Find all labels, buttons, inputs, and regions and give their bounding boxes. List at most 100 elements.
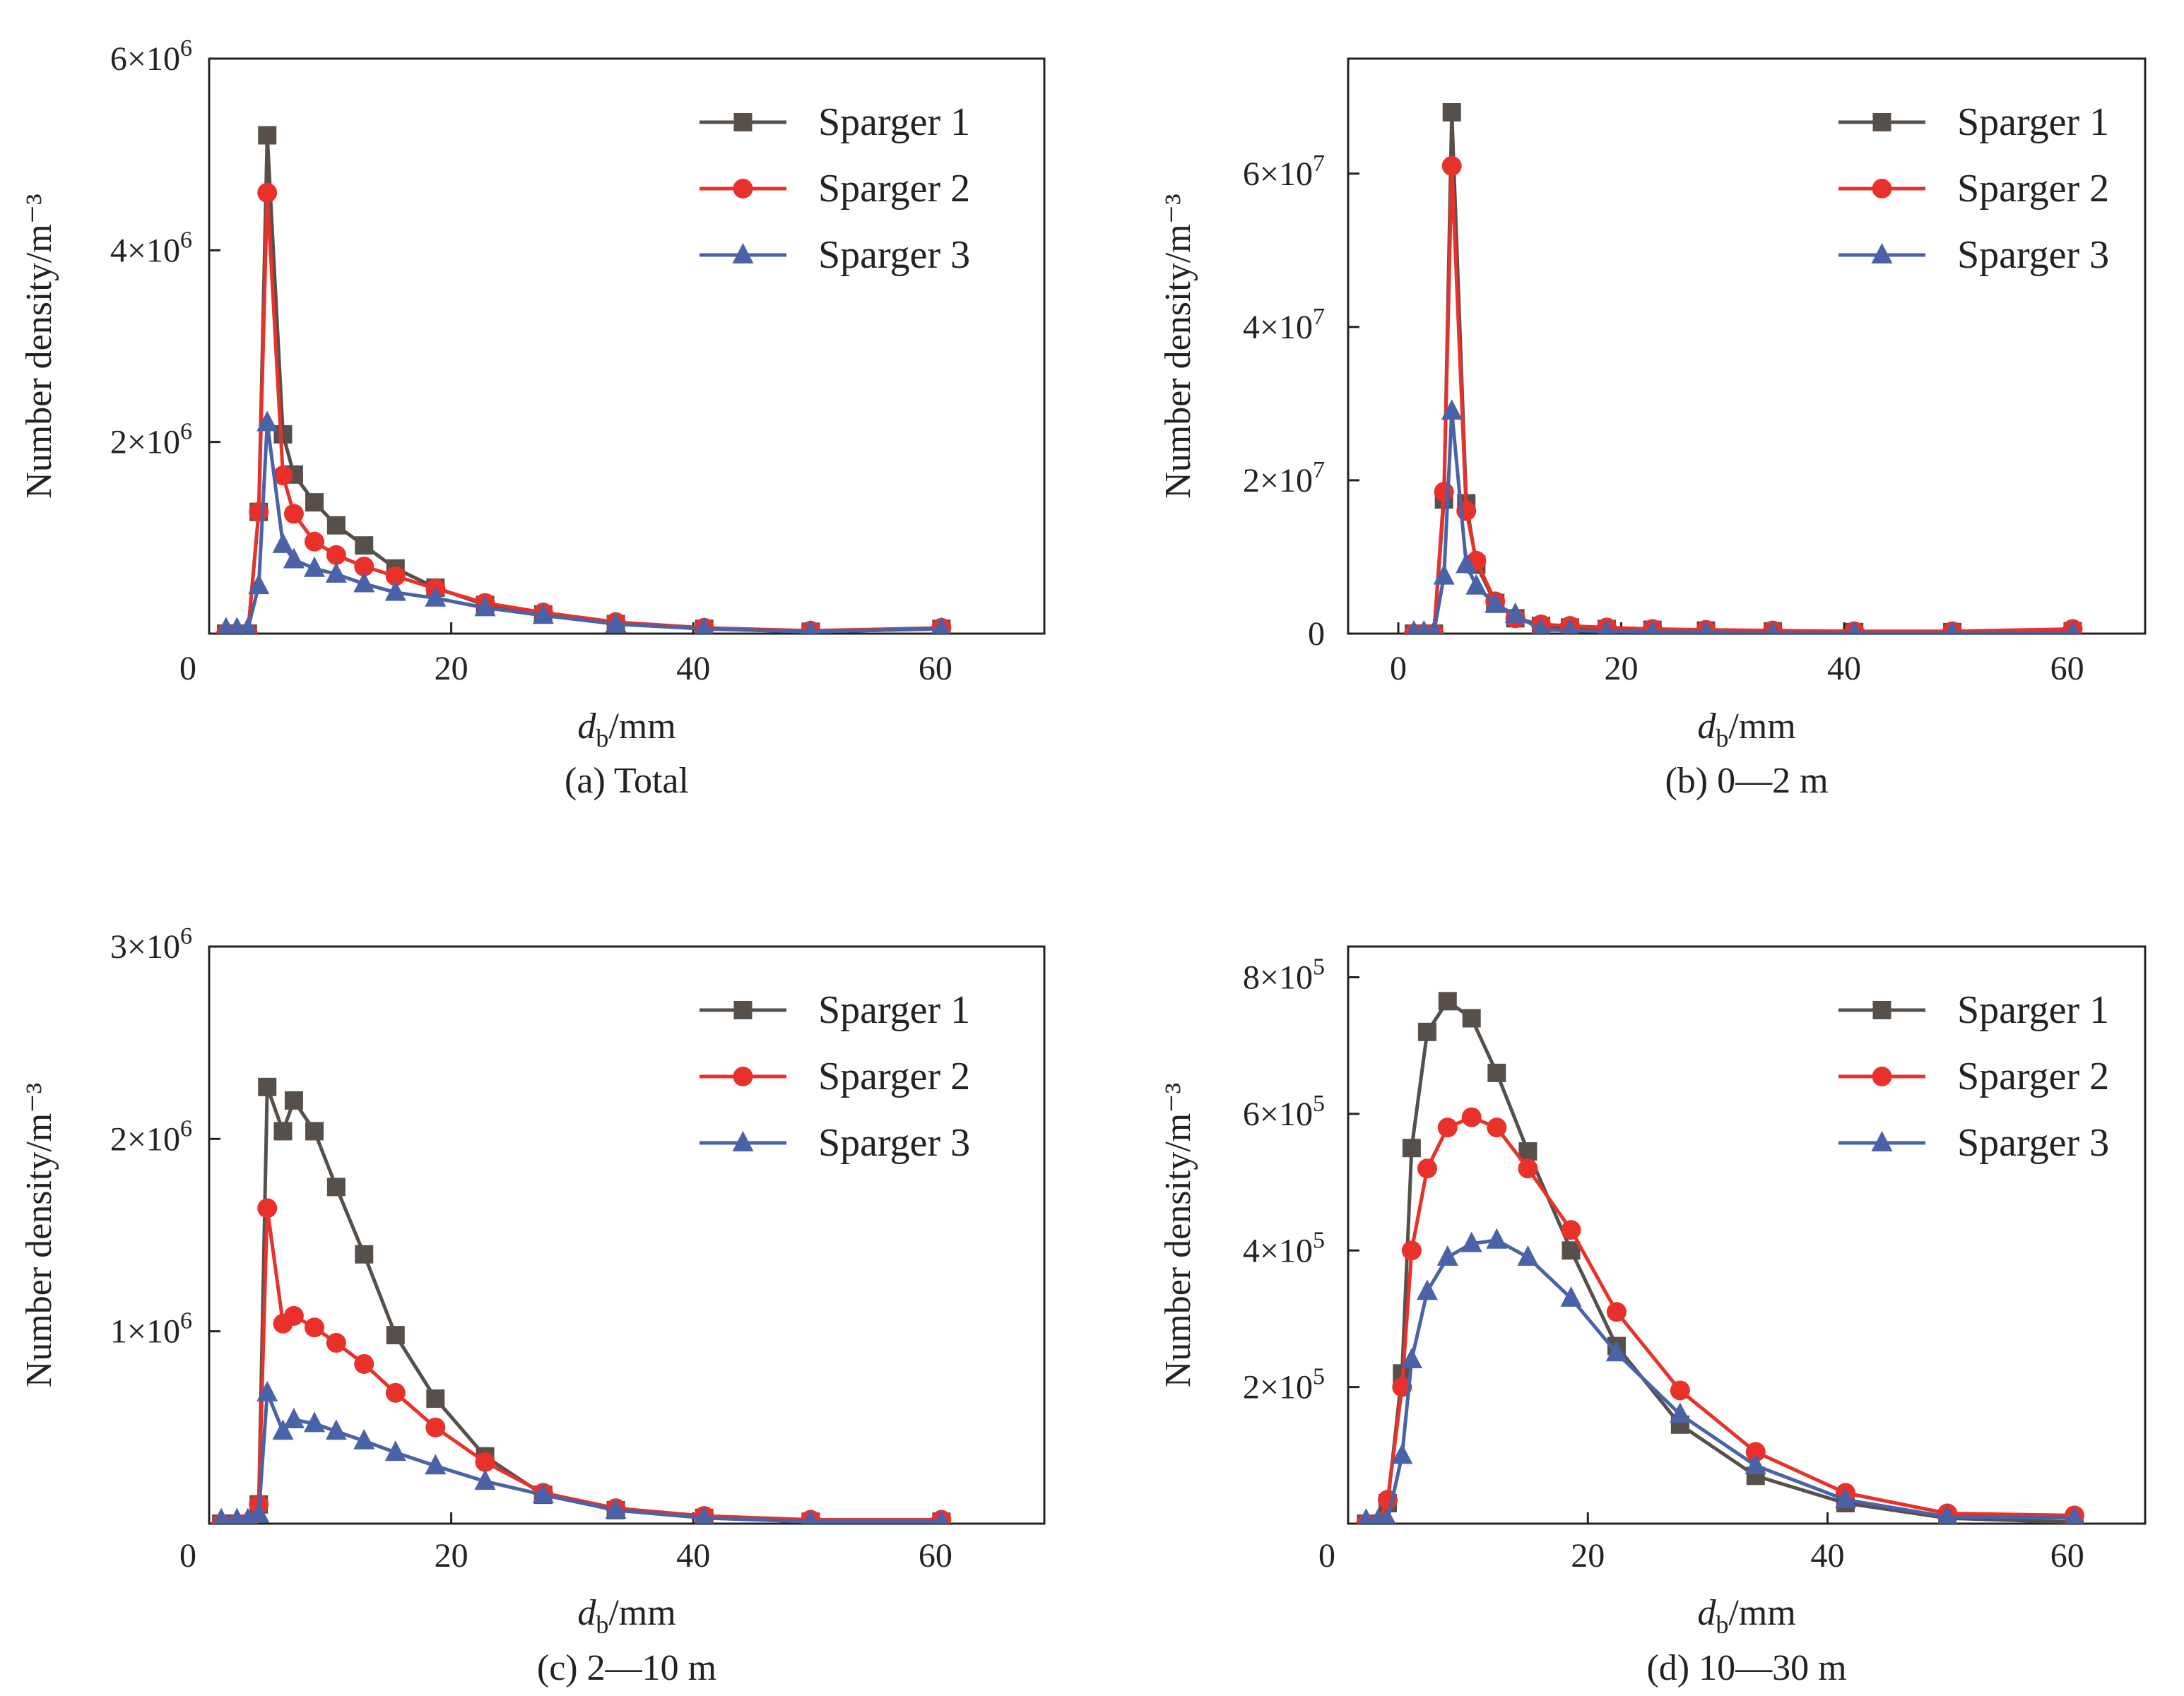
- series-sparger-3: [1407, 399, 2079, 634]
- legend-entry: Sparger 3: [700, 233, 970, 277]
- data-point-square: [273, 425, 293, 444]
- data-point-circle: [1461, 1107, 1482, 1127]
- x-tick-label: 0: [179, 650, 196, 687]
- legend-label: Sparger 1: [1957, 100, 2109, 144]
- data-point-square: [426, 1389, 445, 1408]
- y-tick-exponent: 6: [180, 1308, 192, 1334]
- legend-entry: Sparger 2: [700, 1055, 970, 1098]
- data-point-circle: [1561, 1220, 1581, 1240]
- data-point-triangle: [1517, 1245, 1539, 1266]
- data-point-triangle: [248, 1502, 270, 1523]
- data-point-triangle: [256, 1380, 278, 1401]
- data-point-triangle: [272, 1419, 294, 1440]
- y-tick-label: 2×105: [1243, 1364, 1325, 1406]
- x-label-unit: /mm: [1728, 1593, 1795, 1633]
- data-point-triangle: [384, 580, 406, 601]
- x-axis-label: db/mm: [577, 706, 675, 752]
- legend-entry: Sparger 1: [700, 100, 970, 144]
- data-point-square: [305, 493, 324, 512]
- data-point-square: [1442, 102, 1461, 121]
- data-point-triangle: [695, 617, 713, 634]
- data-point-circle: [283, 1305, 304, 1326]
- legend-entry: Sparger 2: [1838, 167, 2109, 210]
- y-tick-label: 8×105: [1243, 954, 1325, 997]
- x-tick-label: 20: [435, 650, 468, 687]
- legend-label: Sparger 2: [1957, 1055, 2109, 1098]
- data-point-circle: [385, 566, 406, 586]
- x-tick-label: 60: [919, 650, 952, 687]
- legend-marker-triangle: [732, 1131, 754, 1151]
- y-tick-exponent: 6: [180, 923, 192, 949]
- x-label-subscript: b: [596, 1611, 608, 1639]
- y-tick-label: 6×105: [1243, 1091, 1325, 1133]
- data-point-triangle: [1456, 552, 1477, 574]
- y-tick-mantissa: 1×10: [110, 1313, 180, 1351]
- legend-label: Sparger 2: [1957, 167, 2109, 210]
- x-tick-label: 40: [1827, 650, 1861, 687]
- legend-label: Sparger 2: [818, 167, 970, 210]
- data-point-triangle: [1436, 1245, 1458, 1266]
- data-point-triangle: [239, 617, 257, 634]
- data-point-triangle: [1441, 399, 1463, 420]
- data-point-triangle: [1379, 1508, 1396, 1524]
- y-tick-mantissa: 8×10: [1243, 959, 1313, 997]
- data-point-triangle: [1745, 1453, 1766, 1474]
- x-tick-label: 40: [1810, 1537, 1844, 1575]
- x-tick-label: 60: [919, 1537, 952, 1575]
- y-tick-label: 3×106: [110, 923, 192, 966]
- y-tick-exponent: 5: [1313, 1364, 1325, 1390]
- y-tick-mantissa: 6×10: [1243, 1096, 1313, 1133]
- legend-label: Sparger 2: [818, 1055, 970, 1098]
- data-point-circle: [1401, 1240, 1422, 1261]
- data-point-triangle: [1407, 619, 1421, 634]
- series-line: [221, 1391, 942, 1524]
- y-tick-mantissa: 4×10: [110, 232, 180, 269]
- data-point-square: [1462, 1009, 1481, 1028]
- data-point-triangle: [384, 1440, 406, 1461]
- x-tick-label: 60: [2050, 1537, 2084, 1575]
- data-point-triangle: [695, 1505, 714, 1524]
- legend-entry: Sparger 3: [700, 1121, 970, 1165]
- data-point-square: [305, 1122, 324, 1141]
- x-label-unit: /mm: [608, 1593, 675, 1633]
- data-point-triangle: [425, 586, 447, 607]
- data-point-triangle: [217, 617, 235, 634]
- data-point-triangle: [1465, 574, 1487, 595]
- data-point-square: [326, 516, 346, 535]
- legend-marker-square: [733, 113, 752, 131]
- y-tick-exponent: 5: [1313, 1227, 1325, 1253]
- series-sparger-3: [217, 410, 950, 634]
- data-point-triangle: [532, 603, 554, 624]
- y-tick-label: 2×106: [110, 1115, 192, 1158]
- panel-caption: (b) 0—2 m: [1665, 761, 1828, 801]
- series-line: [221, 1206, 942, 1524]
- legend-marker-triangle: [1871, 243, 1893, 263]
- data-point-triangle: [1400, 1347, 1422, 1368]
- data-point-triangle: [933, 617, 950, 634]
- x-tick-label: 20: [1605, 650, 1639, 687]
- series-sparger-2: [1356, 1107, 2084, 1524]
- data-point-triangle: [1504, 602, 1526, 623]
- data-point-circle: [425, 1417, 446, 1437]
- data-point-square: [326, 1178, 346, 1197]
- data-point-triangle: [474, 1469, 496, 1490]
- data-point-circle: [1437, 1117, 1458, 1138]
- plot-frame: [1347, 57, 2147, 635]
- legend-entry: Sparger 3: [1838, 1121, 2109, 1165]
- data-point-triangle: [934, 1510, 949, 1524]
- data-point-square: [355, 1245, 374, 1264]
- data-point-triangle: [272, 532, 294, 553]
- data-point-triangle: [283, 1407, 305, 1428]
- data-point-triangle: [803, 619, 818, 634]
- data-point-triangle: [1937, 1505, 1957, 1524]
- data-point-triangle: [1427, 619, 1441, 634]
- data-point-triangle: [1599, 619, 1615, 634]
- data-point-triangle: [283, 547, 305, 569]
- data-point-triangle: [325, 562, 347, 583]
- data-point-square: [258, 126, 277, 145]
- legend-entry: Sparger 1: [1838, 988, 2109, 1032]
- data-point-circle: [273, 465, 293, 486]
- x-tick-label: 40: [676, 1537, 710, 1575]
- data-point-triangle: [1484, 592, 1506, 613]
